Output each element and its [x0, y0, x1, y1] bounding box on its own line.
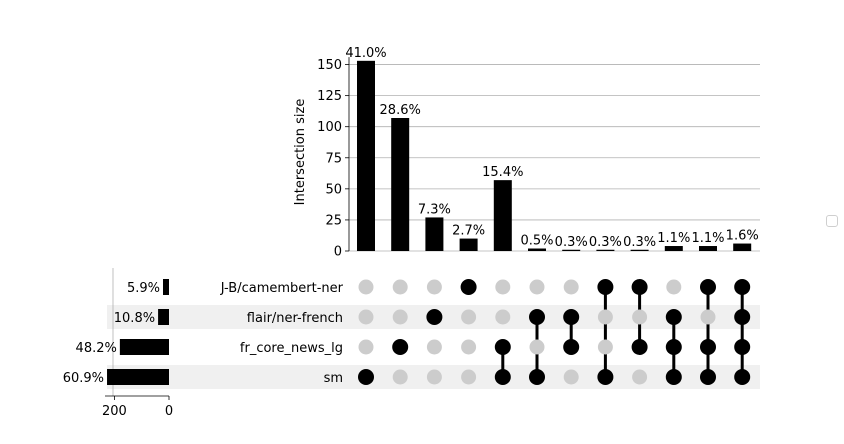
set-size-bar — [119, 339, 169, 355]
y-tick-label: 0 — [334, 245, 342, 260]
set-size-label: 48.2% — [76, 341, 117, 356]
intersection-bar — [733, 243, 752, 251]
matrix-dot-inactive — [392, 369, 408, 385]
intersection-bar — [493, 180, 512, 251]
matrix-dot-active — [392, 339, 409, 355]
matrix-dot-inactive — [666, 279, 682, 295]
matrix-dot-inactive — [358, 339, 374, 355]
matrix-dot-inactive — [358, 309, 374, 325]
set-size-bar — [158, 309, 169, 325]
y-tick-label: 25 — [325, 213, 342, 228]
matrix-dot-active — [358, 369, 374, 385]
intersection-bar-label: 1.1% — [691, 231, 724, 246]
matrix-dot-inactive — [700, 309, 716, 325]
matrix-dot-inactive — [597, 309, 613, 325]
intersection-bar — [391, 117, 410, 252]
intersection-bar-label: 28.6% — [380, 103, 421, 118]
matrix-dot-active — [494, 369, 511, 385]
y-tick-label: 50 — [325, 182, 342, 197]
set-size-label: 60.9% — [63, 371, 104, 386]
matrix-dot-inactive — [426, 279, 442, 295]
matrix-dot-active — [494, 339, 511, 355]
intersection-bar — [357, 60, 375, 251]
intersection-bar — [528, 248, 546, 251]
matrix-dot-active — [529, 369, 545, 385]
matrix-dot-active — [460, 279, 477, 295]
intersection-bar-label: 41.0% — [345, 46, 386, 61]
matrix-dot-inactive — [563, 279, 579, 295]
legend-box — [826, 215, 838, 227]
matrix-dot-active — [563, 339, 580, 355]
matrix-dot-active — [700, 279, 716, 295]
matrix-dot-inactive — [632, 309, 648, 325]
set-label: J-B/camembert-ner — [220, 281, 344, 296]
intersection-bar-label: 0.3% — [555, 235, 588, 250]
matrix-dot-active — [734, 339, 751, 355]
intersection-bar-label: 15.4% — [482, 165, 523, 180]
intersection-bar-label: 1.6% — [726, 229, 759, 244]
intersection-bar — [630, 249, 649, 251]
set-size-tick-label: 200 — [102, 404, 127, 419]
matrix-dot-inactive — [461, 339, 477, 355]
matrix-dot-inactive — [392, 309, 408, 325]
matrix-dot-active — [631, 279, 648, 295]
matrix-dot-inactive — [495, 309, 511, 325]
intersection-bar-label: 2.7% — [452, 224, 485, 239]
matrix-dot-active — [563, 309, 580, 325]
matrix-dot-active — [597, 369, 614, 385]
matrix-dot-active — [665, 339, 682, 355]
intersection-bar-label: 0.3% — [589, 235, 622, 250]
intersection-bar — [562, 249, 581, 251]
set-label: sm — [324, 371, 343, 386]
matrix-dot-active — [665, 369, 682, 385]
matrix-dot-active — [700, 369, 716, 385]
y-tick-label: 75 — [325, 151, 342, 166]
set-label: flair/ner-french — [247, 311, 343, 326]
matrix-dot-active — [734, 279, 751, 295]
intersection-bar — [699, 246, 717, 251]
matrix-dot-active — [734, 369, 751, 385]
matrix-dot-inactive — [358, 279, 374, 295]
matrix-dot-inactive — [461, 309, 477, 325]
y-tick-label: 100 — [317, 120, 342, 135]
matrix-dot-inactive — [529, 339, 545, 355]
intersection-bar-label: 0.3% — [623, 235, 656, 250]
matrix-dot-active — [665, 309, 682, 325]
matrix-dot-inactive — [392, 279, 408, 295]
set-size-label: 10.8% — [114, 311, 155, 326]
matrix-dot-inactive — [426, 369, 442, 385]
set-size-bar — [162, 279, 169, 295]
matrix-dot-inactive — [461, 369, 477, 385]
matrix-dot-inactive — [563, 369, 579, 385]
matrix-dot-inactive — [529, 279, 545, 295]
matrix-dot-active — [426, 309, 443, 325]
matrix-dot-active — [700, 339, 716, 355]
matrix-dot-active — [631, 339, 648, 355]
matrix-dot-inactive — [597, 339, 613, 355]
matrix-dot-active — [597, 279, 614, 295]
matrix-dot-inactive — [426, 339, 442, 355]
matrix-dot-inactive — [632, 369, 648, 385]
intersection-bar-label: 0.5% — [520, 234, 553, 249]
intersection-bar-label: 1.1% — [657, 231, 690, 246]
intersection-bar-label: 7.3% — [418, 202, 451, 217]
intersection-bar — [596, 249, 615, 251]
set-size-label: 5.9% — [127, 281, 160, 296]
matrix-dot-active — [734, 309, 751, 325]
set-label: fr_core_news_lg — [240, 341, 343, 356]
set-size-bar — [107, 369, 169, 385]
y-tick-label: 125 — [317, 89, 342, 104]
intersection-bar — [459, 238, 478, 251]
intersection-bar — [425, 217, 444, 251]
set-size-tick-label: 0 — [165, 404, 173, 419]
matrix-dot-active — [529, 309, 545, 325]
y-tick-label: 150 — [317, 58, 342, 73]
intersection-bar — [664, 246, 683, 251]
matrix-dot-inactive — [495, 279, 511, 295]
y-axis-label: Intersection size — [293, 99, 308, 206]
